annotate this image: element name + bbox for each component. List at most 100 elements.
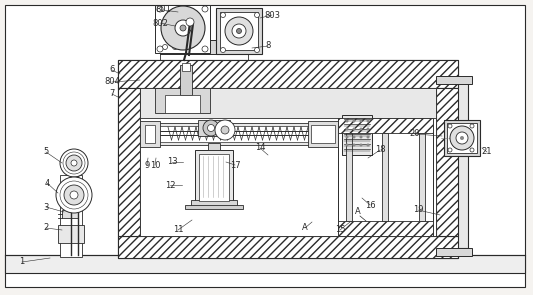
Text: 19: 19	[413, 206, 423, 214]
Text: 13: 13	[167, 158, 177, 166]
Circle shape	[175, 20, 191, 36]
Text: 801: 801	[155, 6, 171, 14]
Text: 16: 16	[365, 201, 375, 209]
Bar	[58, 225, 84, 243]
Circle shape	[70, 191, 78, 199]
Bar	[338, 118, 433, 133]
Circle shape	[215, 120, 235, 140]
Text: 18: 18	[375, 145, 385, 155]
Circle shape	[60, 149, 88, 177]
Circle shape	[157, 46, 163, 52]
Circle shape	[202, 6, 208, 12]
Circle shape	[352, 143, 356, 147]
Circle shape	[66, 155, 82, 171]
Bar	[140, 88, 436, 118]
Bar	[338, 221, 433, 236]
Text: 4: 4	[44, 178, 50, 188]
Text: 21: 21	[482, 148, 492, 157]
Bar	[182, 63, 190, 71]
Circle shape	[345, 119, 349, 122]
Text: 10: 10	[150, 160, 160, 170]
Text: 3: 3	[43, 202, 49, 212]
Circle shape	[163, 45, 167, 50]
Bar	[118, 236, 458, 258]
Text: A: A	[302, 224, 308, 232]
Text: 15: 15	[335, 225, 345, 235]
Circle shape	[232, 24, 246, 38]
Bar	[145, 125, 155, 143]
Text: 6: 6	[109, 65, 115, 75]
Circle shape	[470, 148, 474, 152]
Circle shape	[359, 143, 362, 147]
Circle shape	[367, 135, 369, 138]
Circle shape	[359, 135, 362, 138]
Circle shape	[460, 136, 464, 140]
Bar	[140, 126, 315, 142]
Circle shape	[202, 46, 208, 52]
Bar	[140, 121, 160, 147]
Circle shape	[71, 160, 77, 166]
Bar	[346, 133, 352, 221]
Text: 2: 2	[43, 224, 49, 232]
Circle shape	[352, 135, 356, 138]
Bar	[440, 80, 468, 248]
Text: 803: 803	[264, 11, 280, 19]
Bar	[180, 65, 192, 95]
Bar	[118, 60, 458, 258]
Bar	[436, 88, 458, 236]
Bar	[5, 255, 525, 273]
Bar	[118, 88, 140, 236]
Text: 8: 8	[265, 42, 271, 50]
Circle shape	[221, 126, 229, 134]
Circle shape	[232, 45, 238, 50]
Bar	[311, 125, 335, 143]
Text: 12: 12	[165, 181, 175, 189]
Bar	[60, 175, 82, 257]
Circle shape	[56, 177, 92, 213]
Circle shape	[352, 127, 356, 130]
Bar	[185, 205, 243, 209]
Circle shape	[225, 17, 253, 45]
Bar	[208, 143, 220, 150]
Bar	[436, 248, 472, 256]
Circle shape	[240, 45, 246, 50]
Circle shape	[448, 124, 452, 128]
Bar	[338, 118, 433, 236]
Bar	[198, 120, 230, 136]
Text: 14: 14	[255, 143, 265, 153]
Circle shape	[221, 12, 225, 17]
Bar	[155, 88, 210, 113]
Circle shape	[345, 143, 349, 147]
Bar	[447, 123, 477, 153]
Circle shape	[254, 12, 260, 17]
Bar	[62, 210, 78, 218]
Text: 804: 804	[104, 78, 120, 86]
Circle shape	[456, 132, 468, 144]
Bar	[155, 5, 210, 53]
Circle shape	[450, 126, 474, 150]
Text: 1: 1	[19, 258, 25, 266]
Circle shape	[203, 120, 219, 136]
Bar	[308, 121, 338, 147]
Circle shape	[180, 25, 186, 31]
Circle shape	[448, 148, 452, 152]
Bar	[140, 123, 315, 145]
Circle shape	[352, 119, 356, 122]
Text: 9: 9	[144, 160, 150, 170]
Bar	[195, 150, 233, 205]
Circle shape	[359, 119, 362, 122]
Circle shape	[367, 119, 369, 122]
Bar	[191, 200, 237, 208]
Bar	[419, 133, 425, 221]
Circle shape	[470, 124, 474, 128]
Bar	[160, 40, 248, 54]
Bar	[342, 115, 372, 155]
Circle shape	[359, 127, 362, 130]
Circle shape	[237, 29, 241, 34]
Text: 20: 20	[410, 130, 420, 138]
Bar	[444, 120, 480, 156]
Bar	[118, 60, 458, 88]
Circle shape	[345, 127, 349, 130]
Bar	[165, 95, 200, 113]
Circle shape	[207, 124, 214, 132]
